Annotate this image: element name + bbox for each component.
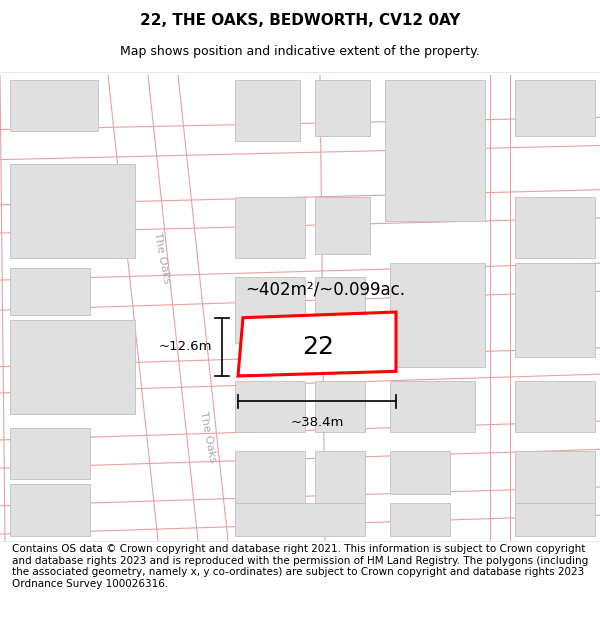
Bar [10,268,90,315]
Text: Contains OS data © Crown copyright and database right 2021. This information is : Contains OS data © Crown copyright and d… [12,544,588,589]
Bar [515,263,595,358]
Bar [390,503,450,536]
Text: ~38.4m: ~38.4m [290,416,344,429]
Bar [235,198,305,258]
Bar [315,381,365,432]
Bar [10,484,90,536]
Bar [390,451,450,494]
Bar [235,503,365,536]
Text: 22: 22 [302,335,334,359]
Bar [315,198,370,254]
Polygon shape [238,312,396,376]
Text: The Oaks: The Oaks [152,232,172,285]
Bar [235,381,305,432]
Text: 22, THE OAKS, BEDWORTH, CV12 0AY: 22, THE OAKS, BEDWORTH, CV12 0AY [140,13,460,28]
Bar [315,278,365,329]
Bar [10,428,90,479]
Bar [10,164,135,258]
Bar [10,319,135,414]
Bar [10,80,98,131]
Bar [515,381,595,432]
Bar [515,503,595,536]
Bar [515,80,595,136]
Bar [385,80,485,221]
Text: The Oaks: The Oaks [198,411,218,464]
Bar [390,263,485,367]
Text: ~402m²/~0.099ac.: ~402m²/~0.099ac. [245,281,405,299]
Bar [235,278,305,343]
Bar [315,451,365,503]
Text: Map shows position and indicative extent of the property.: Map shows position and indicative extent… [120,44,480,58]
Bar [315,80,370,136]
Bar [515,198,595,258]
Bar [235,451,305,503]
Bar [390,381,475,432]
Text: ~12.6m: ~12.6m [158,341,212,353]
Bar [515,451,595,503]
Bar [235,80,300,141]
